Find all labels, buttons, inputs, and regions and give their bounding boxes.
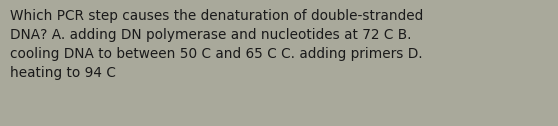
- Text: Which PCR step causes the denaturation of double-stranded
DNA? A. adding DN poly: Which PCR step causes the denaturation o…: [10, 9, 424, 80]
